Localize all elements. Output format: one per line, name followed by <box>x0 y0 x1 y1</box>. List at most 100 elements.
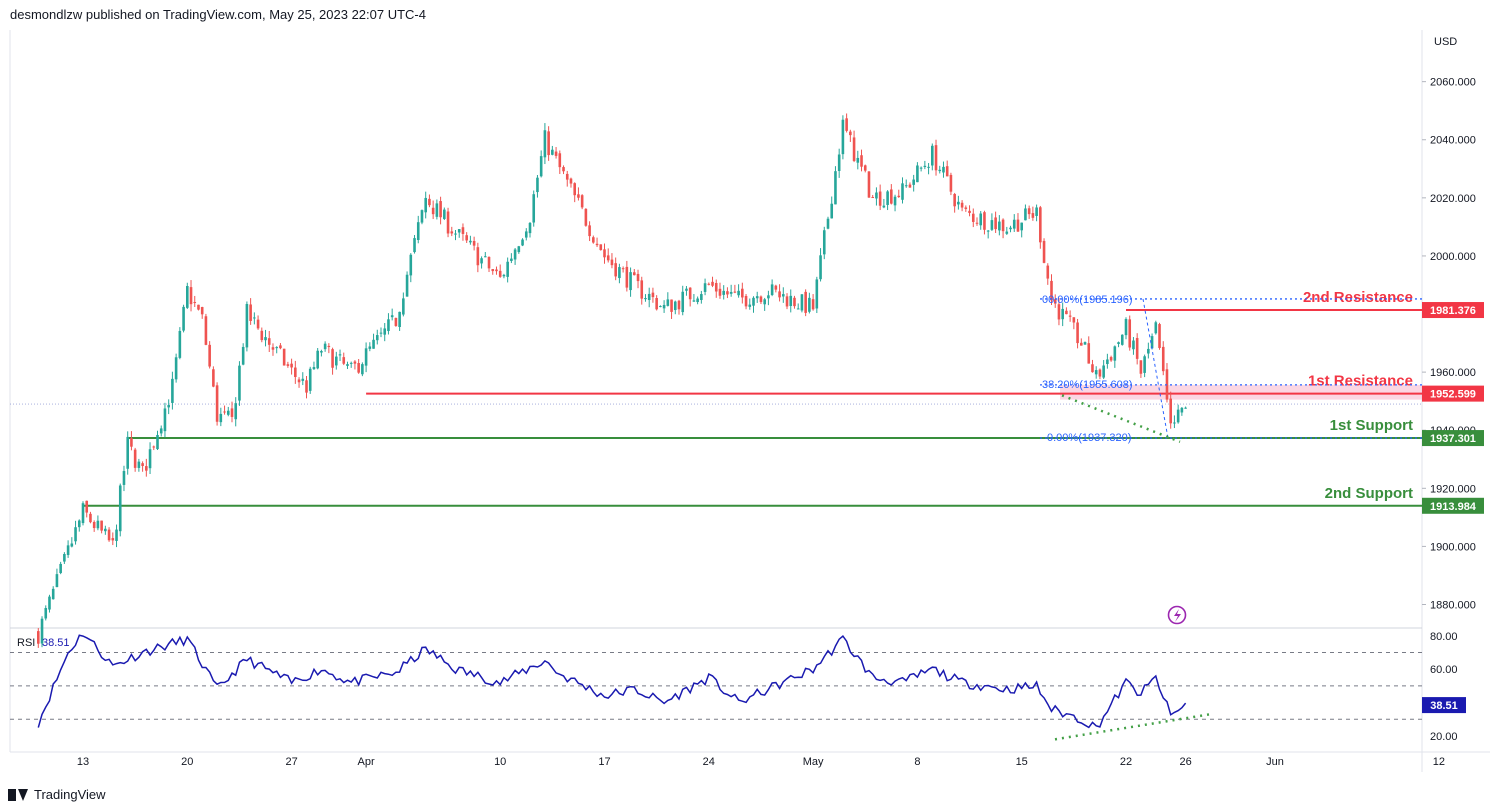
candle-body <box>867 171 871 198</box>
candle-body <box>647 293 651 301</box>
candle-body <box>919 167 923 169</box>
candle-body <box>118 485 122 532</box>
candle-body <box>849 131 852 136</box>
candle-body <box>349 362 353 364</box>
time-tick-label: 17 <box>598 756 610 768</box>
time-tick-label: 22 <box>1120 756 1132 768</box>
rsi-current-label: 38.51 <box>42 637 70 649</box>
candle-body <box>741 288 744 298</box>
fib-level-label: 0.00%(1937.320) <box>1047 432 1131 444</box>
candle-body <box>1053 299 1057 304</box>
candle-body <box>644 298 647 300</box>
candle-body <box>171 378 174 403</box>
candle-body <box>916 165 919 183</box>
level-value-badge <box>1422 302 1484 319</box>
candle-body <box>63 554 66 562</box>
candle-body <box>793 297 796 307</box>
candle-body <box>1080 342 1083 346</box>
candle-body <box>368 346 372 349</box>
candle-body <box>789 295 793 307</box>
candlesticks[interactable] <box>37 113 1187 648</box>
candle-body <box>748 304 752 307</box>
candle-body <box>923 165 927 167</box>
candle-body <box>618 267 621 279</box>
footer[interactable]: TradingView <box>8 787 106 802</box>
candle-body <box>476 247 480 266</box>
time-tick-label: 27 <box>285 756 297 768</box>
candle-body <box>323 343 327 350</box>
candle-body <box>1139 360 1143 374</box>
candle-body <box>1072 317 1076 323</box>
candle-body <box>1042 240 1046 263</box>
candle-body <box>580 195 584 208</box>
fibonacci-retracement[interactable]: 00.00%(1985.196) 38.20%(1955.608) 0.00%(19… <box>1040 294 1422 444</box>
level-value-text: 1981.376 <box>1430 305 1476 317</box>
candle-body <box>685 288 688 291</box>
candle-body <box>502 274 506 277</box>
candle-body <box>673 301 677 311</box>
support-resistance-levels[interactable]: 2nd Resistance 1981.376 1st Resistance 1952… <box>83 289 1484 514</box>
candle-body <box>878 191 882 206</box>
fib-level-label: 00.00%(1985.196) <box>1042 294 1133 306</box>
candle-body <box>152 446 156 448</box>
candle-body <box>528 222 532 234</box>
candle-body <box>219 413 223 423</box>
time-tick-label: 20 <box>181 756 193 768</box>
candle-body <box>1147 348 1150 354</box>
candle-body <box>636 273 640 282</box>
candle-body <box>1106 359 1109 365</box>
candle-body <box>1154 322 1158 334</box>
candle-body <box>197 304 200 310</box>
candle-body <box>774 285 778 290</box>
candle-body <box>904 185 908 187</box>
rsi-trendline <box>1054 713 1211 741</box>
candle-body <box>89 513 92 523</box>
candle-body <box>875 192 878 199</box>
candle-body <box>700 294 703 301</box>
candle-body <box>666 299 670 306</box>
candle-body <box>796 308 800 310</box>
candle-body <box>37 631 40 644</box>
candle-body <box>1180 407 1184 413</box>
candle-body <box>990 220 994 230</box>
candle-body <box>279 345 282 349</box>
candle-body <box>659 306 662 308</box>
candle-body <box>1143 356 1146 373</box>
candle-body <box>1083 342 1087 345</box>
candle-body <box>1076 322 1079 344</box>
candle-body <box>305 380 308 393</box>
time-axis[interactable]: 13 20 27 Apr 10 17 24 May 8 15 22 26 Jun 12 <box>77 756 1445 768</box>
candle-body <box>1169 398 1172 424</box>
price-axis[interactable]: USD2060.0002040.0002020.0002000.0001980.… <box>1422 36 1476 612</box>
tradingview-logo-icon <box>8 788 28 801</box>
time-tick-label: 26 <box>1179 756 1191 768</box>
candle-body <box>215 385 219 422</box>
candle-body <box>77 520 81 528</box>
candle-body <box>599 244 603 251</box>
candle-body <box>588 225 591 237</box>
candle-body <box>487 256 491 269</box>
candle-body <box>901 183 904 200</box>
candle-body <box>1158 324 1161 348</box>
candle-body <box>200 307 204 315</box>
candle-body <box>890 189 893 204</box>
candle-body <box>934 145 938 171</box>
candle-body <box>834 171 837 205</box>
candle-body <box>942 166 945 173</box>
candle-body <box>204 316 208 345</box>
candle-body <box>234 403 238 420</box>
candle-body <box>737 290 740 296</box>
time-tick-label: Jun <box>1266 756 1284 768</box>
candle-body <box>1113 346 1117 361</box>
candle-body <box>178 330 182 358</box>
level-value-text: 1952.599 <box>1430 389 1476 401</box>
candle-body <box>539 156 543 177</box>
candle-body <box>428 198 431 206</box>
candle-body <box>670 299 673 312</box>
candle-body <box>472 240 476 246</box>
candle-body <box>353 361 357 364</box>
candle-body <box>44 608 48 619</box>
candle-body <box>245 303 249 348</box>
